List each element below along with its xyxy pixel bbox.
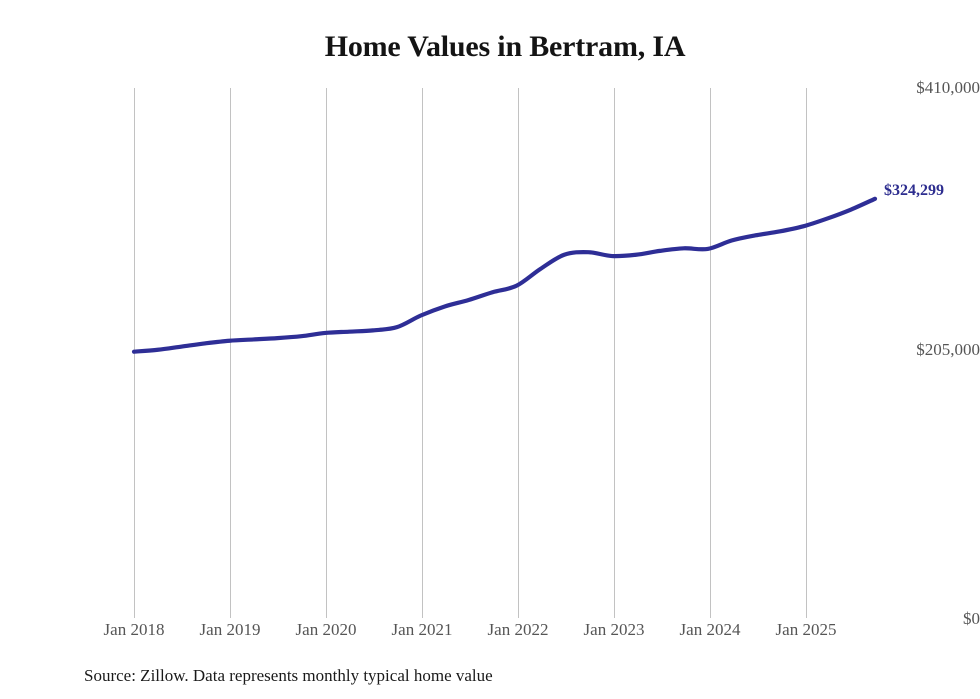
gridline	[134, 88, 135, 618]
x-axis-tick-jan-2023: Jan 2023	[583, 620, 645, 639]
end-value-annotation: $324,299	[884, 181, 944, 199]
gridline	[710, 88, 711, 618]
gridline	[326, 88, 327, 618]
plot-area	[134, 88, 807, 618]
chart-title: Home Values in Bertram, IA	[324, 30, 686, 63]
gridline	[518, 88, 519, 618]
x-axis-tick-jan-2020: Jan 2020	[295, 620, 357, 639]
y-axis-tick-middle: $205,000	[916, 340, 980, 359]
gridline	[614, 88, 615, 618]
x-axis-tick-jan-2018: Jan 2018	[103, 620, 165, 639]
x-axis-tick-jan-2022: Jan 2022	[487, 620, 549, 639]
source-note: Source: Zillow. Data represents monthly …	[84, 666, 493, 685]
y-axis-tick-bottom: $0	[963, 609, 980, 628]
gridline	[230, 88, 231, 618]
gridline	[422, 88, 423, 618]
y-axis-tick-top: $410,000	[916, 78, 980, 97]
x-axis-tick-jan-2021: Jan 2021	[391, 620, 453, 639]
gridline	[806, 88, 807, 618]
x-axis-tick-jan-2025: Jan 2025	[775, 620, 837, 639]
x-axis-tick-jan-2019: Jan 2019	[199, 620, 261, 639]
x-axis-tick-jan-2024: Jan 2024	[679, 620, 741, 639]
